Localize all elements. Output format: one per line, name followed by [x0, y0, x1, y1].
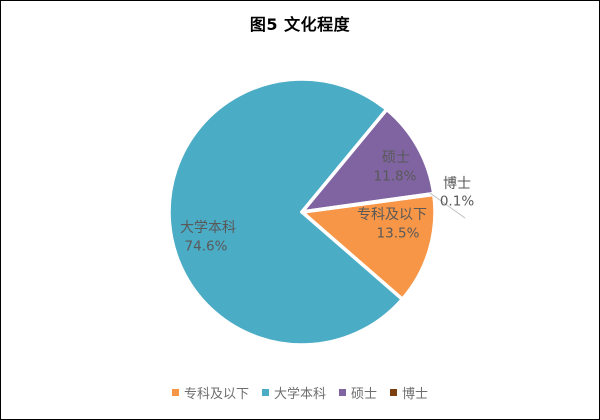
pie-slice-3[interactable]: [300, 107, 436, 214]
slice-name-label: 大学本科: [180, 220, 236, 236]
legend-item-4[interactable]: 博士: [390, 383, 428, 402]
slice-pct-label: 13.5%: [377, 226, 420, 242]
slice-name-label: 硕士: [382, 150, 410, 166]
legend-label: 大学本科: [273, 387, 326, 402]
legend-label: 硕士: [351, 387, 378, 402]
legend-label: 博士: [402, 387, 429, 402]
slice-pct-label: 11.8%: [374, 169, 417, 185]
slice-name-label: 专科及以下: [357, 207, 427, 223]
pie-slice-2[interactable]: [167, 77, 405, 347]
chart-legend: 专科及以下 大学本科 硕士 博士: [1, 383, 599, 402]
pie-slice-1[interactable]: [300, 192, 437, 302]
legend-item-2[interactable]: 大学本科: [261, 383, 326, 402]
legend-label: 专科及以下: [183, 387, 249, 402]
slice-pct-label: 0.1%: [440, 194, 474, 210]
slice-name-label: 博士: [443, 175, 471, 192]
legend-swatch-icon: [171, 389, 179, 396]
slice-pct-label: 74.6%: [185, 239, 228, 255]
legend-swatch-icon: [261, 389, 269, 396]
chart-title: 图5 文化程度: [249, 15, 351, 34]
legend-item-1[interactable]: 专科及以下: [171, 383, 249, 402]
label-leader-line: [429, 192, 466, 219]
legend-swatch-icon: [339, 389, 346, 396]
legend-swatch-icon: [390, 389, 398, 396]
legend-item-3[interactable]: 硕士: [339, 383, 377, 402]
pie-slice-4[interactable]: [300, 191, 436, 214]
